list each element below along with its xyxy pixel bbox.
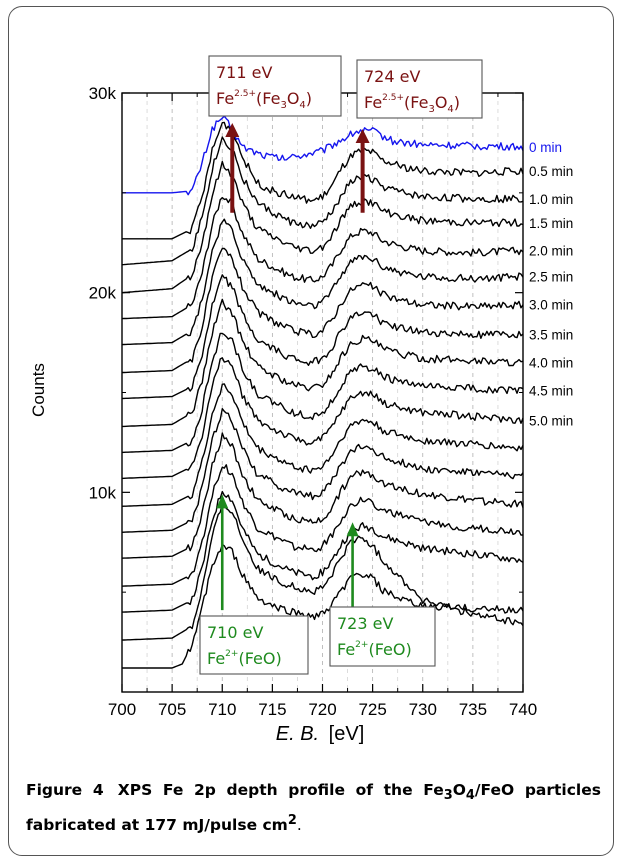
annotation-box	[329, 606, 436, 667]
annotation-species: Fe2.5+(Fe3O4)	[364, 93, 460, 115]
x-tick-label: 725	[358, 700, 386, 719]
series-line	[121, 160, 524, 294]
series-label: 2.0 min	[529, 244, 573, 259]
y-tick-label: 20k	[89, 284, 117, 303]
annotation-box	[199, 615, 309, 675]
series-line	[121, 464, 524, 587]
annotation-box	[208, 55, 342, 117]
series-line	[121, 218, 524, 346]
series-line	[121, 501, 524, 641]
annotation-species: Fe2+(FeO)	[207, 649, 282, 668]
x-axis-label: E. B. [eV]	[276, 723, 365, 745]
series-label: 0 min	[529, 140, 562, 155]
x-tick-label: 715	[258, 700, 286, 719]
figure-frame	[8, 6, 614, 856]
figure-label: Figure 4	[26, 781, 104, 799]
series-layer	[121, 115, 524, 669]
x-tick-label: 740	[509, 700, 537, 719]
x-tick-label: 730	[409, 700, 437, 719]
caption-end: .	[296, 816, 302, 835]
series-label: 1.0 min	[529, 192, 573, 207]
annotation-arrow-head	[225, 122, 240, 137]
series-label: 3.0 min	[529, 298, 573, 313]
series-line	[121, 274, 524, 400]
series-line	[121, 432, 524, 559]
series-label: 5.0 min	[529, 413, 573, 428]
annotation-box	[356, 59, 483, 119]
series-line	[122, 115, 524, 196]
series-label: 2.5 min	[529, 270, 573, 285]
y-tick-label: 10k	[89, 483, 117, 502]
annotation-arrow-head	[355, 128, 370, 143]
tick-labels: 700 705 710 715 720 725 730 735 740 10k 20k 30k	[89, 84, 538, 719]
annotation-energy: 723 eV	[337, 614, 393, 633]
series-line	[122, 490, 524, 613]
series-label: 4.0 min	[529, 356, 573, 371]
series-line	[121, 196, 524, 320]
caption-text: XPS Fe 2p depth profile of the Fe3O4/FeO…	[26, 781, 601, 835]
annotation-species: Fe2+(FeO)	[337, 640, 412, 659]
series-labels: 0 min 0.5 min 1.0 min 1.5 min 2.0 min 2.5 min…	[529, 140, 573, 429]
x-tick-label: 735	[459, 700, 487, 719]
x-tick-label: 705	[158, 700, 186, 719]
annotation-arrow-head	[216, 494, 229, 509]
series-label: 4.5 min	[529, 384, 573, 399]
x-tick-label: 720	[308, 700, 336, 719]
series-line	[121, 357, 524, 480]
x-tick-label: 710	[208, 700, 236, 719]
series-line	[122, 543, 524, 669]
annotations: 711 eV Fe2.5+(Fe3O4) 724 eV Fe2.5+(Fe3O4) 71…	[199, 55, 483, 675]
annotation-arrow-head	[346, 522, 359, 537]
figure-caption: Figure 4 XPS Fe 2p depth profile of the …	[26, 778, 601, 838]
series-label: 3.5 min	[529, 328, 573, 343]
series-line	[122, 298, 524, 428]
y-tick-label: 30k	[89, 84, 117, 103]
series-line	[121, 332, 524, 454]
y-axis-label: Counts	[29, 363, 48, 417]
series-label: 0.5 min	[529, 164, 573, 179]
series-line	[122, 247, 524, 374]
annotation-energy: 711 eV	[216, 63, 272, 82]
x-tick-label: 700	[108, 700, 136, 719]
annotation-energy: 710 eV	[207, 623, 263, 642]
xps-depth-profile-chart: 700 705 710 715 720 725 730 735 740 10k 20k 30k 0 m…	[29, 55, 573, 745]
series-line	[121, 408, 524, 533]
x-axis-label-unit: [eV]	[329, 723, 365, 745]
series-line	[122, 121, 524, 240]
series-line	[121, 383, 524, 507]
annotation-energy: 724 eV	[364, 67, 420, 86]
series-label: 1.5 min	[529, 216, 573, 231]
x-axis-label-italic: E. B.	[276, 723, 319, 745]
annotation-species: Fe2.5+(Fe3O4)	[216, 89, 312, 111]
series-line	[121, 136, 524, 266]
